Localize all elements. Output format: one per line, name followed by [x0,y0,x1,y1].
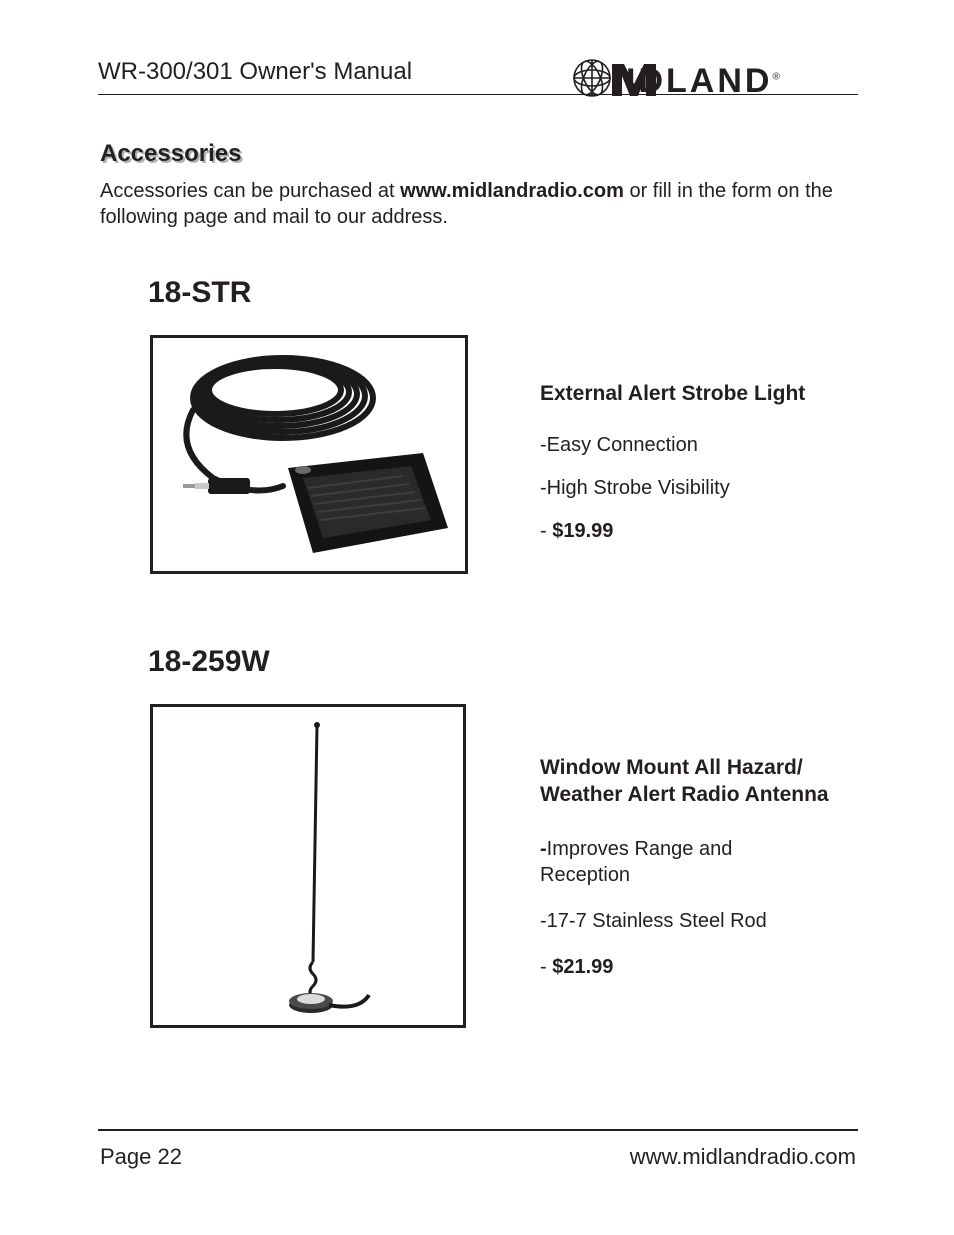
section-heading: Accessories [100,140,241,168]
product2-price: $21.99 [552,956,613,978]
intro-url: www.midlandradio.com [400,180,624,202]
logo-reg: ® [772,72,779,83]
logo-text-value: IDLAND [626,62,772,100]
intro-prefix: Accessories can be purchased at [100,180,400,202]
product1-price-line: - $19.99 [540,520,850,543]
product1-description: External Alert Strobe Light -Easy Connec… [540,382,850,563]
product1-sku: 18-STR [148,276,251,310]
footer-rule [98,1129,858,1131]
logo-text: IDLAND® [626,62,780,101]
product1-feature1: -Easy Connection [540,434,850,457]
antenna-illustration [153,707,463,1025]
product2-description: Window Mount All Hazard/ Weather Alert R… [540,754,860,1000]
strobe-light-illustration [153,338,465,571]
product2-price-prefix: - [540,956,552,978]
product2-feature1-text: Improves Range and [547,838,733,860]
product2-price-line: - $21.99 [540,954,860,980]
product2-feature2: -17-7 Stainless Steel Rod [540,908,860,934]
product1-image [150,335,468,574]
intro-paragraph: Accessories can be purchased at www.midl… [100,178,860,230]
product1-price-prefix: - [540,520,552,542]
product1-feature2: -High Strobe Visibility [540,477,850,500]
globe-icon [570,56,614,100]
product2-name: Window Mount All Hazard/ Weather Alert R… [540,754,860,808]
product2-sku: 18-259W [148,645,270,679]
product1-name: External Alert Strobe Light [540,382,850,406]
product2-image [150,704,466,1028]
page-number: Page 22 [100,1144,182,1170]
product2-feature1-dash: - [540,838,547,860]
manual-page: WR-300/301 Owner's Manual IDLAND® Access… [0,0,954,1235]
footer-url: www.midlandradio.com [630,1144,856,1170]
product2-feature1-cont: Reception [540,864,630,886]
product2-feature1: -Improves Range and Reception [540,836,860,888]
product1-price: $19.99 [552,520,613,542]
brand-logo: IDLAND® [570,60,838,106]
